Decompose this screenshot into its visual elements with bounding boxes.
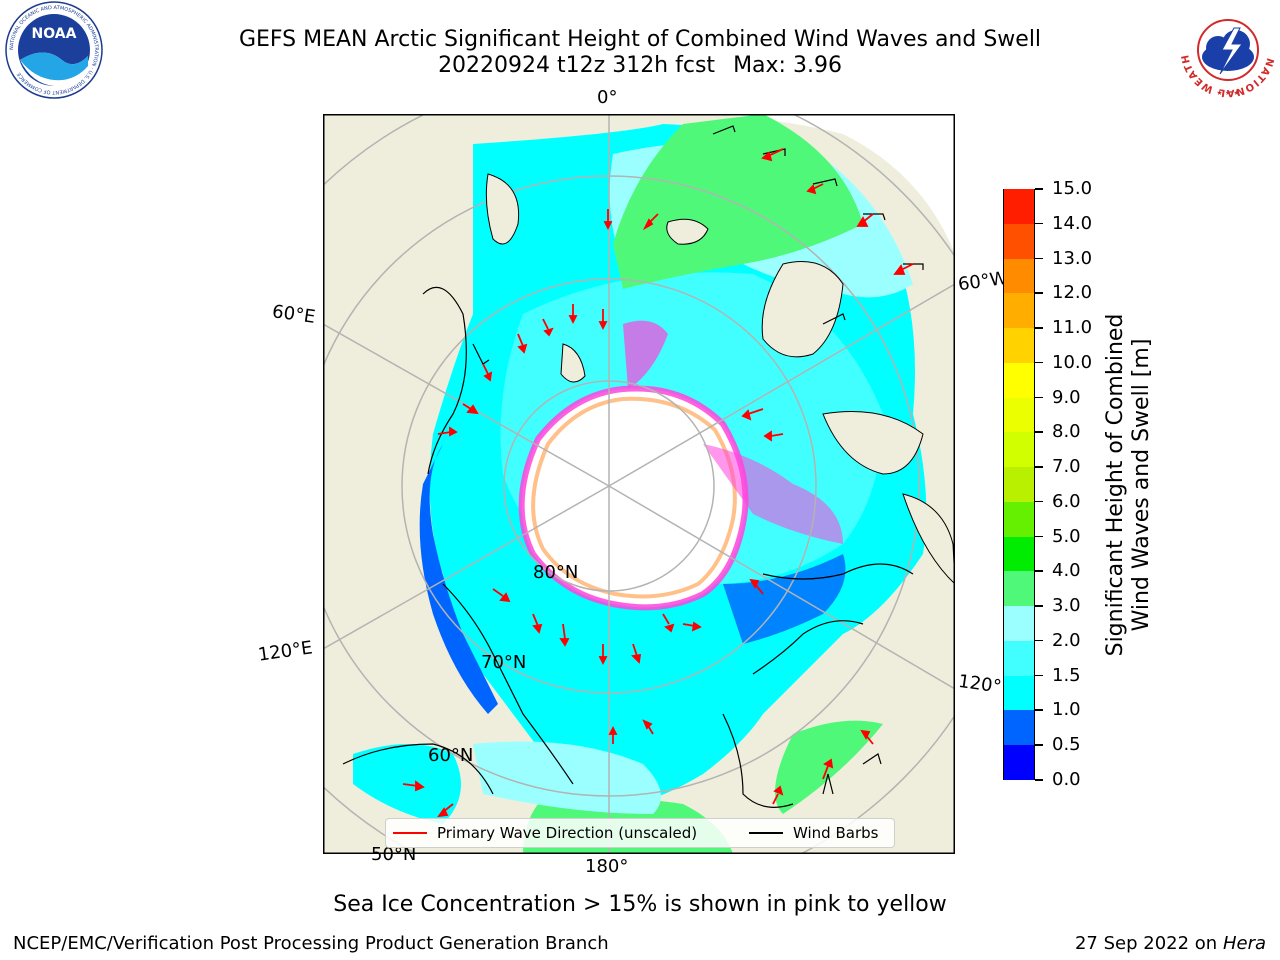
colorbar-tick bbox=[1035, 222, 1043, 225]
lon-label-0: 0° bbox=[597, 87, 618, 108]
legend-wind-barbs: Wind Barbs bbox=[793, 824, 879, 842]
colorbar-tick-label: 13.0 bbox=[1052, 247, 1093, 269]
nws-logo: NATIONAL WEATHER SERVICE ★ ★ ★ bbox=[1178, 0, 1275, 98]
svg-text:NOAA: NOAA bbox=[32, 26, 77, 42]
colorbar-segment bbox=[1004, 397, 1034, 433]
graticule bbox=[323, 114, 955, 854]
colorbar-segment bbox=[1004, 605, 1034, 641]
colorbar-segment bbox=[1004, 640, 1034, 676]
footer-date: 27 Sep 2022 on Hera bbox=[1074, 933, 1266, 954]
colorbar-tick bbox=[1035, 744, 1043, 746]
colorbar-tick-label: 6.0 bbox=[1052, 490, 1081, 512]
colorbar-tick-label: 1.5 bbox=[1052, 664, 1081, 686]
svg-text:★ ★ ★: ★ ★ ★ bbox=[1216, 89, 1239, 97]
forecast-run: 20220924 t12z 312h fcst bbox=[438, 53, 716, 78]
sea-ice-note: Sea Ice Concentration > 15% is shown in … bbox=[333, 892, 947, 917]
colorbar-tick bbox=[1035, 327, 1043, 329]
colorbar-segment bbox=[1004, 570, 1034, 607]
colorbar-tick-label: 14.0 bbox=[1052, 212, 1093, 234]
colorbar-tick bbox=[1035, 535, 1043, 538]
colorbar-tick-label: 9.0 bbox=[1052, 386, 1081, 408]
colorbar-tick-label: 4.0 bbox=[1052, 560, 1081, 582]
colorbar-tick-label: 2.0 bbox=[1052, 629, 1081, 651]
colorbar-segment bbox=[1004, 709, 1034, 746]
colorbar-segment bbox=[1004, 223, 1034, 259]
noaa-logo: NOAA NATIONAL OCEANIC AND ATMOSPHERIC AD… bbox=[5, 1, 103, 99]
lat-label-80n: 80°N bbox=[533, 562, 579, 583]
colorbar-tick-label: 15.0 bbox=[1052, 178, 1093, 199]
colorbar-tick bbox=[1035, 674, 1043, 677]
colorbar-segment bbox=[1004, 258, 1034, 294]
wind-barbs bbox=[472, 125, 924, 795]
legend-primary-wave: Primary Wave Direction (unscaled) bbox=[437, 824, 698, 842]
colorbar-segment bbox=[1004, 431, 1034, 468]
colorbar-segment bbox=[1004, 362, 1034, 398]
colorbar-title: Significant Height of Combined Wind Wave… bbox=[1103, 313, 1154, 657]
lat-label-50n: 50°N bbox=[371, 844, 417, 865]
colorbar-tick bbox=[1035, 466, 1043, 468]
lat-label-60n: 60°N bbox=[428, 745, 474, 766]
map-subtitle: 20220924 t12z 312h fcst Max: 3.96 bbox=[0, 53, 1280, 79]
colorbar-segment bbox=[1004, 327, 1034, 363]
primary-wave-arrows bbox=[402, 148, 914, 818]
colorbar-segment bbox=[1004, 536, 1034, 572]
colorbar-tick-label: 11.0 bbox=[1052, 317, 1093, 339]
colorbar-segment bbox=[1004, 744, 1034, 780]
colorbar-tick bbox=[1035, 431, 1043, 433]
colorbar-tick-label: 8.0 bbox=[1052, 421, 1081, 443]
colorbar-segment bbox=[1004, 466, 1034, 502]
lon-label-60e: 60°E bbox=[270, 301, 317, 328]
colorbar-tick bbox=[1035, 188, 1043, 190]
lon-label-60w: 60°W bbox=[956, 267, 1009, 296]
max-value: Max: 3.96 bbox=[733, 53, 842, 78]
colorbar-segment bbox=[1004, 188, 1034, 224]
colorbar-tick-label: 10.0 bbox=[1052, 351, 1093, 373]
map-title: GEFS MEAN Arctic Significant Height of C… bbox=[238, 27, 1042, 52]
footer-branch: NCEP/EMC/Verification Post Processing Pr… bbox=[13, 933, 609, 954]
lon-label-180: 180° bbox=[585, 856, 629, 877]
primary-wave-swatch bbox=[393, 832, 427, 834]
colorbar-tick-label: 7.0 bbox=[1052, 456, 1081, 478]
colorbar-tick-label: 1.0 bbox=[1052, 699, 1081, 721]
colorbar-tick bbox=[1035, 500, 1043, 503]
wind-barbs-swatch bbox=[749, 832, 783, 834]
colorbar-segment bbox=[1004, 292, 1034, 329]
colorbar-segment bbox=[1004, 501, 1034, 537]
colorbar-tick bbox=[1035, 361, 1043, 364]
colorbar-tick bbox=[1035, 709, 1043, 711]
lon-label-120e: 120°E bbox=[256, 637, 314, 666]
map-legend: Primary Wave Direction (unscaled) Wind B… bbox=[385, 818, 895, 848]
map-frame bbox=[323, 114, 955, 854]
lat-label-70n: 70°N bbox=[481, 652, 527, 673]
colorbar-tick-label: 5.0 bbox=[1052, 525, 1081, 547]
colorbar-tick bbox=[1035, 570, 1043, 572]
colorbar-tick bbox=[1035, 639, 1043, 642]
colorbar-segment bbox=[1004, 675, 1034, 711]
colorbar-tick-label: 3.0 bbox=[1052, 595, 1081, 617]
colorbar-tick-label: 0.0 bbox=[1052, 769, 1081, 790]
colorbar-tick bbox=[1035, 605, 1043, 607]
colorbar-tick bbox=[1035, 292, 1043, 294]
colorbar-tick-label: 12.0 bbox=[1052, 282, 1093, 304]
colorbar-tick-label: 0.5 bbox=[1052, 734, 1081, 756]
colorbar-tick bbox=[1035, 779, 1043, 781]
colorbar bbox=[1003, 188, 1035, 780]
polar-stereographic-map bbox=[323, 114, 955, 854]
colorbar-tick bbox=[1035, 396, 1043, 399]
colorbar-tick bbox=[1035, 257, 1043, 260]
